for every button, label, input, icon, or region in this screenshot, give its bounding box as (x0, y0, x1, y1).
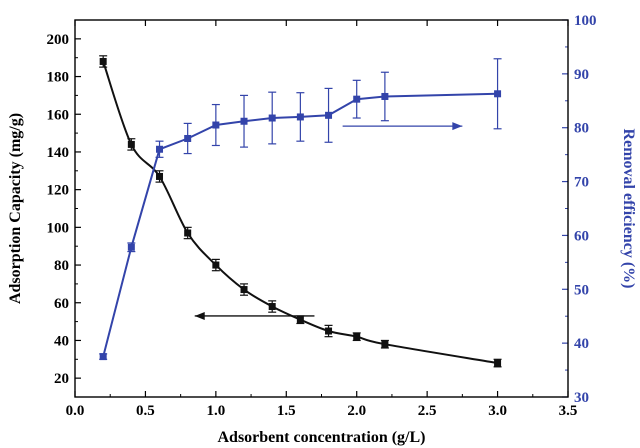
x-tick-label: 3.0 (488, 403, 507, 419)
y-left-axis-title: Adsorption Capacity (mg/g) (7, 113, 24, 304)
data-point (240, 286, 248, 294)
data-point (494, 90, 502, 98)
x-tick-label: 0.0 (66, 403, 85, 419)
data-point (184, 134, 192, 142)
y-right-tick-label: 60 (574, 228, 589, 244)
y-left-tick-label: 20 (54, 371, 69, 387)
y-right-tick-label: 90 (574, 67, 589, 83)
y-left-tick-label: 40 (54, 333, 69, 349)
y-left-tick-label: 120 (47, 183, 70, 199)
x-tick-label: 2.0 (347, 403, 366, 419)
x-tick-label: 3.5 (559, 403, 578, 419)
data-point (381, 340, 389, 348)
data-point (240, 117, 248, 125)
data-point (212, 261, 220, 269)
data-point (99, 353, 107, 361)
y-right-tick-label: 50 (574, 282, 589, 298)
x-axis-title: Adsorbent concentration (g/L) (218, 429, 426, 446)
y-right-tick-label: 40 (574, 336, 589, 352)
y-right-tick-label: 80 (574, 121, 589, 137)
x-tick-label: 0.5 (136, 403, 155, 419)
arrow-head (194, 311, 205, 320)
series-right (99, 58, 502, 361)
y-left-tick-label: 100 (47, 220, 70, 236)
arrows-layer (194, 122, 463, 320)
arrow-right (342, 122, 463, 131)
y-right-tick-label: 70 (574, 175, 589, 191)
data-point (127, 140, 135, 148)
y-left-tick-label: 200 (47, 32, 70, 48)
data-point (268, 114, 276, 122)
data-point (99, 57, 107, 65)
x-tick-label: 1.5 (277, 403, 296, 419)
ticks-layer (74, 19, 569, 398)
data-point (268, 303, 276, 311)
series-line-right (102, 92, 498, 357)
x-tick-label: 1.0 (206, 403, 225, 419)
y-left-tick-label: 160 (47, 107, 70, 123)
data-point (325, 111, 333, 119)
y-left-tick-label: 180 (47, 70, 70, 86)
y-right-axis-title: Removal efficiency (%) (620, 129, 637, 289)
y-left-tick-label: 60 (54, 296, 69, 312)
plot-frame (74, 19, 569, 398)
series-layer (99, 55, 502, 368)
data-point (156, 145, 164, 153)
y-left-tick-label: 140 (47, 145, 70, 161)
data-point (381, 92, 389, 100)
data-point (296, 113, 304, 121)
data-point (156, 172, 164, 180)
data-point (325, 327, 333, 335)
data-point (494, 359, 502, 367)
arrow-left (194, 311, 315, 320)
y-right-tick-label: 30 (574, 390, 589, 406)
arrow-head (452, 122, 463, 131)
y-left-tick-label: 80 (54, 258, 69, 274)
x-tick-label: 2.5 (418, 403, 437, 419)
y-right-tick-label: 100 (574, 13, 597, 29)
data-point (127, 243, 135, 251)
tick-labels-layer: 0.0 0.5 1.0 1.5 2.0 2.5 3.0 3.5 20 40 60 80 100 120 14… (47, 13, 597, 419)
data-point (184, 229, 192, 237)
data-point (296, 316, 304, 324)
data-point (353, 333, 361, 341)
data-point (212, 121, 220, 129)
data-point (353, 95, 361, 103)
